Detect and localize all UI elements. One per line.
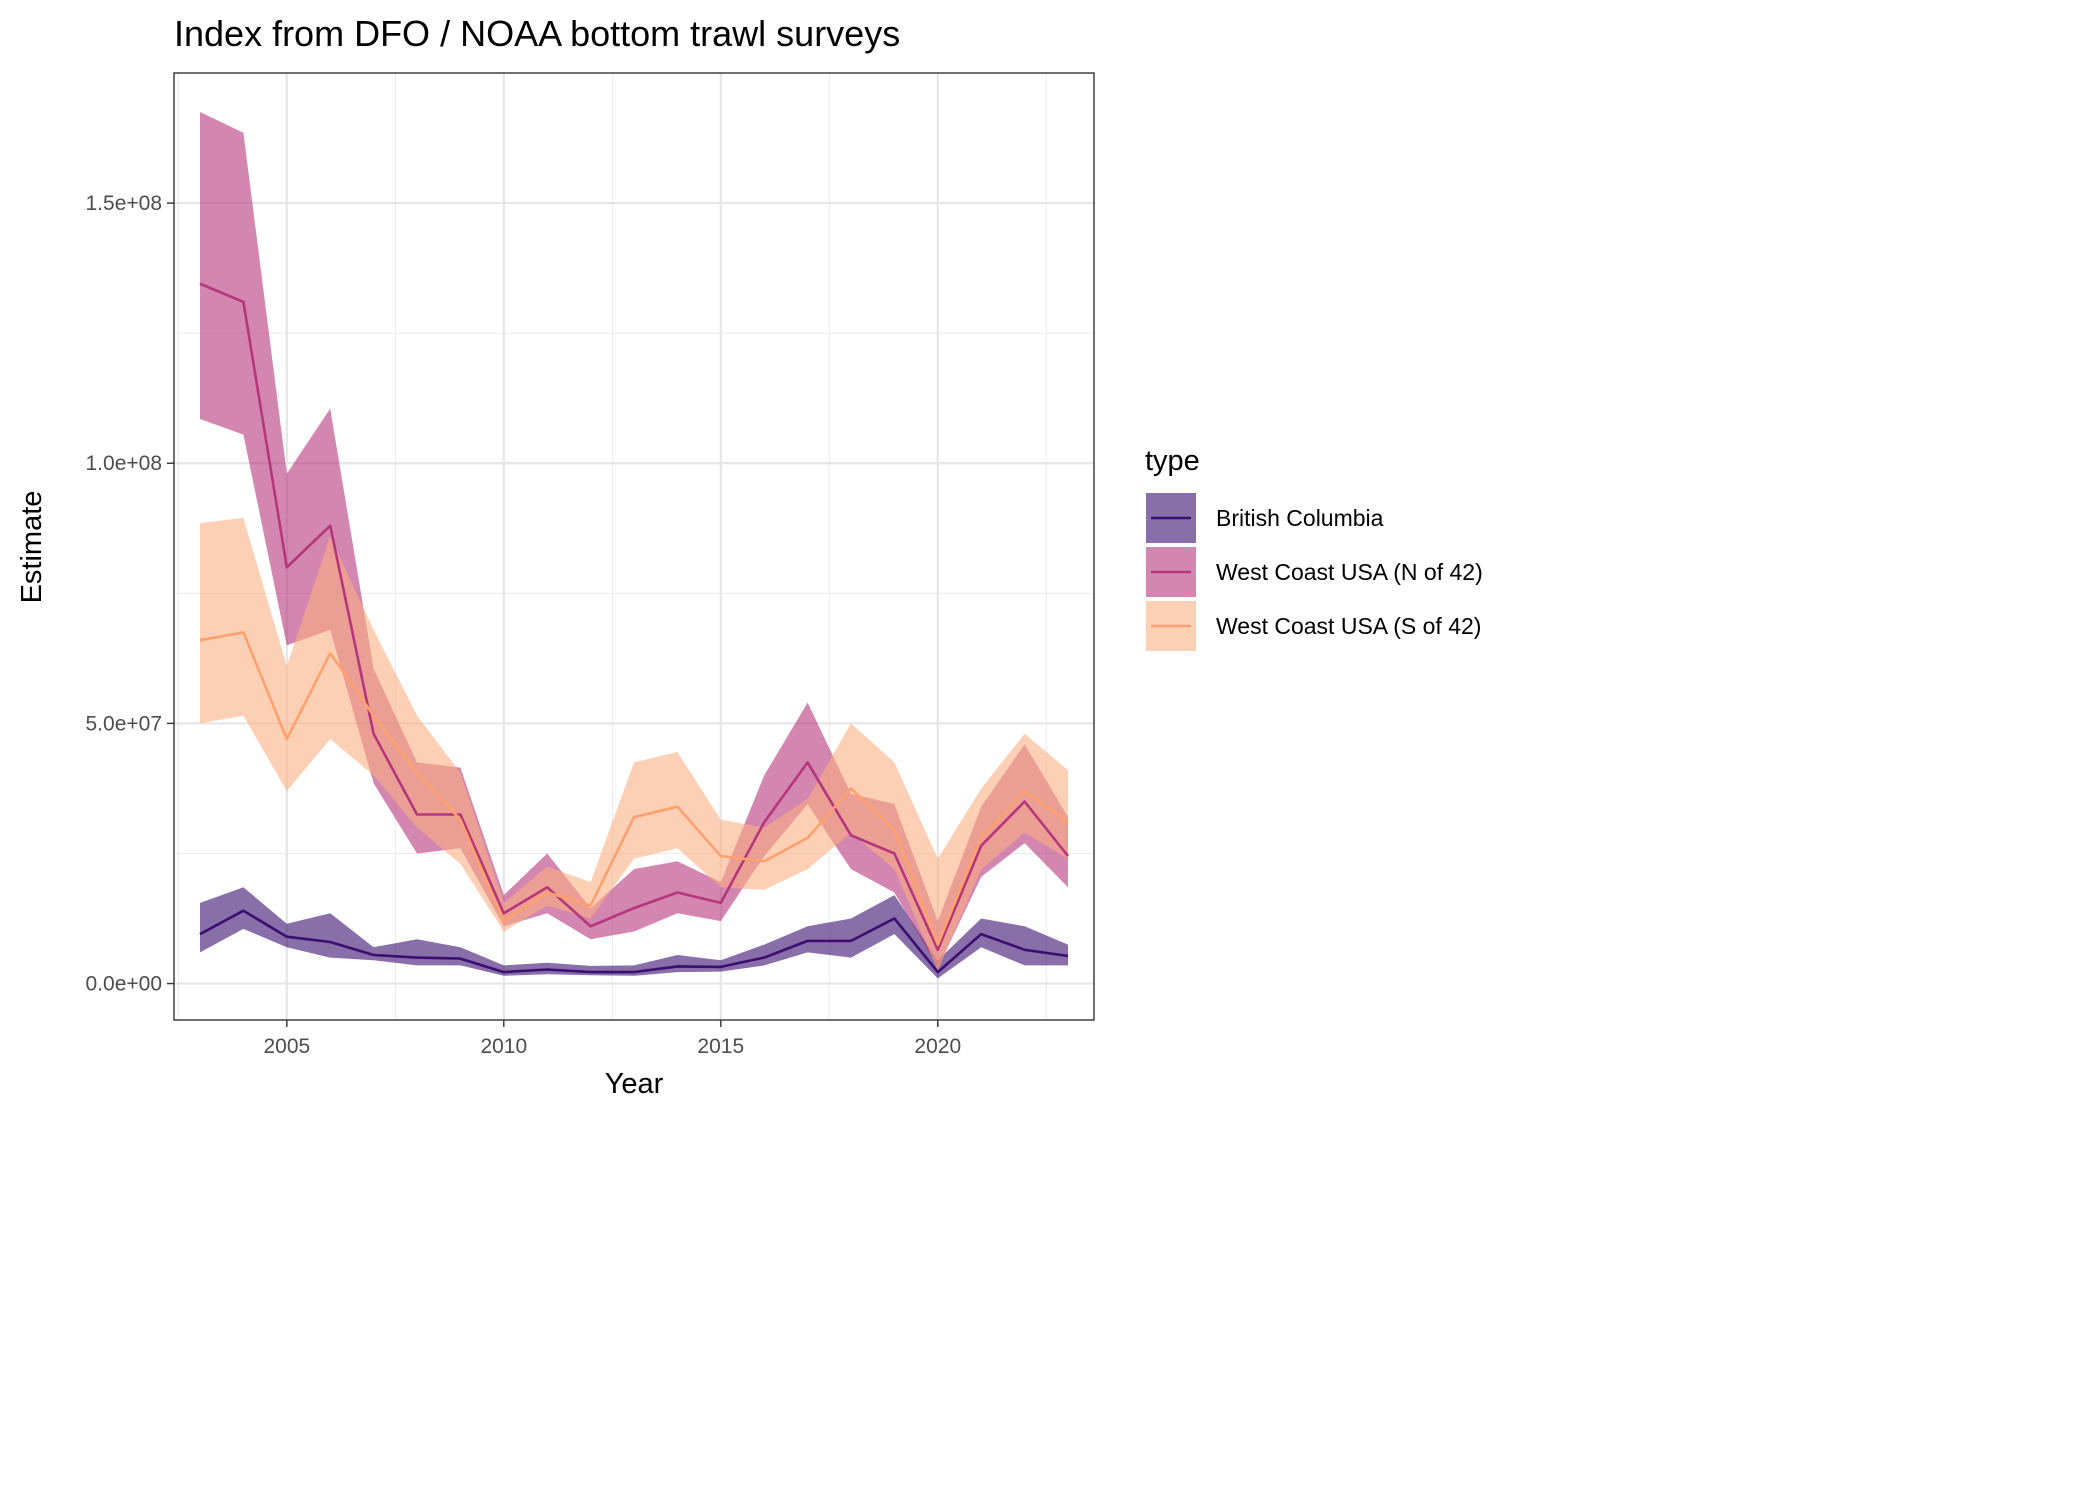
- y-tick-label: 5.0e+07: [86, 712, 163, 735]
- x-tick-label: 2015: [697, 1035, 744, 1058]
- legend-label: British Columbia: [1216, 505, 1384, 531]
- confidence-ribbons: [200, 112, 1068, 979]
- y-tick-label: 0.0e+00: [86, 973, 163, 996]
- legend-title: type: [1145, 445, 1200, 477]
- x-tick-label: 2010: [480, 1035, 527, 1058]
- confidence-ribbon-1: [200, 887, 1068, 979]
- series-line-1: [199, 909, 1069, 974]
- y-tick-label: 1.5e+08: [86, 192, 163, 215]
- x-tick-label: 2020: [914, 1035, 961, 1058]
- axes: 2005 2010 2015 2020 0.0e+00 5.0e+07 1.0e+08 1.5…: [86, 192, 962, 1058]
- x-axis-title: Year: [605, 1068, 664, 1100]
- chart-title: Index from DFO / NOAA bottom trawl surve…: [174, 13, 900, 54]
- chart-container: 2005 2010 2015 2020 0.0e+00 5.0e+07 1.0e+08 1.5…: [16, 13, 1483, 1100]
- x-tick-label: 2005: [263, 1035, 310, 1058]
- series-line-3: [199, 631, 1069, 946]
- legend: type British Columbia West Coast USA (N o…: [1145, 445, 1483, 651]
- y-axis-title: Estimate: [16, 491, 48, 604]
- legend-label: West Coast USA (N of 42): [1216, 559, 1483, 585]
- series-lines: [199, 282, 1070, 974]
- y-tick-label: 1.0e+08: [86, 452, 163, 475]
- confidence-ribbon-3: [200, 517, 1068, 971]
- plot-border: [173, 72, 1095, 1021]
- legend-label: West Coast USA (S of 42): [1216, 613, 1481, 639]
- series-line-2: [199, 282, 1070, 952]
- legend-items: British Columbia West Coast USA (N of 42)…: [1146, 493, 1483, 651]
- chart-svg: 2005 2010 2015 2020 0.0e+00 5.0e+07 1.0e+08 1.5…: [16, 13, 1483, 1100]
